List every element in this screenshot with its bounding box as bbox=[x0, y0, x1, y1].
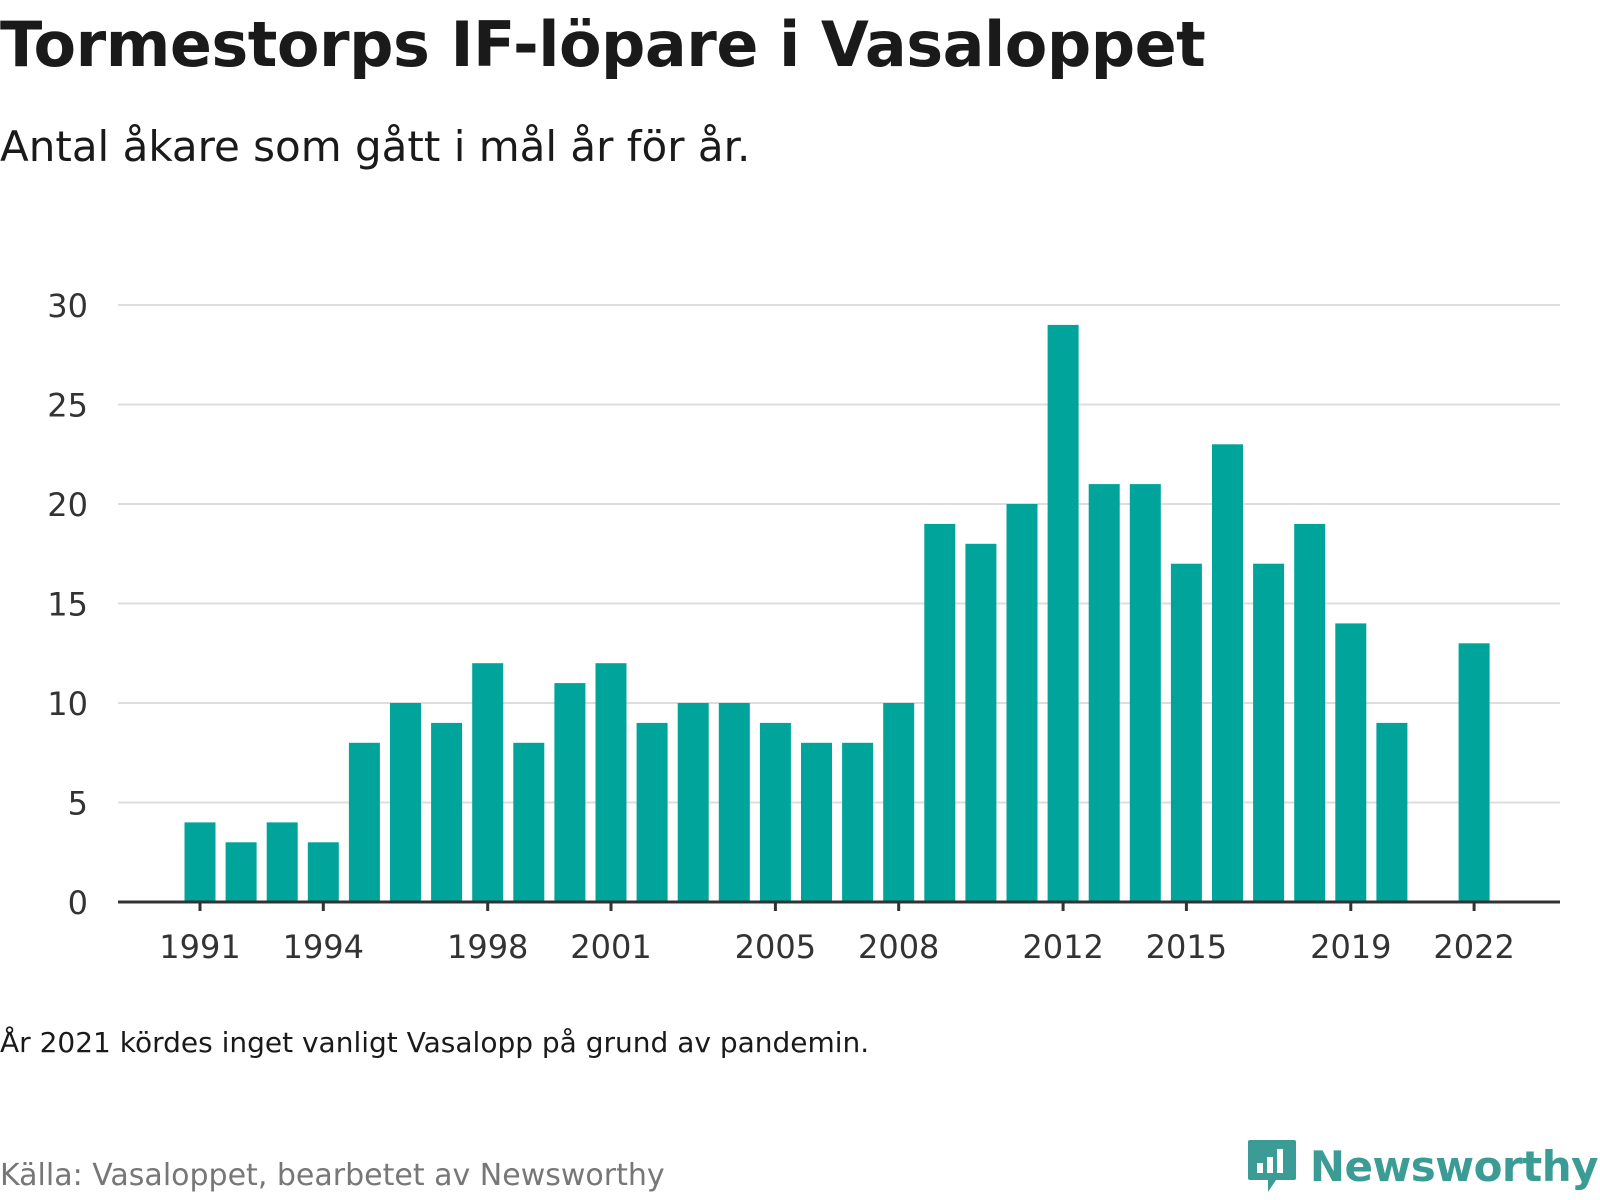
newsworthy-logo: Newsworthy bbox=[1246, 1138, 1599, 1194]
bar bbox=[718, 703, 750, 902]
x-tick-label: 2012 bbox=[1022, 928, 1103, 966]
bar bbox=[1212, 444, 1243, 902]
bar bbox=[636, 722, 668, 902]
y-tick-label: 0 bbox=[68, 884, 88, 922]
source-credit: Källa: Vasaloppet, bearbetet av Newswort… bbox=[0, 1158, 665, 1193]
bar bbox=[1294, 523, 1326, 902]
x-tick-label: 2019 bbox=[1310, 928, 1391, 966]
bar bbox=[472, 663, 504, 902]
bar bbox=[1170, 563, 1202, 902]
y-tick-label: 5 bbox=[68, 785, 88, 823]
bar bbox=[883, 703, 915, 902]
bar bbox=[1088, 484, 1120, 902]
bar bbox=[307, 842, 339, 902]
bar bbox=[1458, 643, 1490, 902]
x-tick-label: 1991 bbox=[159, 928, 240, 966]
bar bbox=[554, 683, 586, 902]
bar bbox=[1047, 324, 1079, 902]
bar bbox=[1376, 722, 1408, 902]
bar bbox=[431, 722, 463, 902]
y-tick-label: 15 bbox=[47, 586, 88, 624]
y-tick-label: 10 bbox=[47, 685, 88, 723]
x-tick-label: 1998 bbox=[447, 928, 528, 966]
bar bbox=[225, 842, 257, 902]
bar bbox=[759, 722, 791, 902]
bar bbox=[924, 523, 956, 902]
footnote: År 2021 kördes inget vanligt Vasalopp på… bbox=[0, 1026, 870, 1059]
y-tick-label: 30 bbox=[47, 287, 88, 325]
x-tick-label: 2022 bbox=[1433, 928, 1514, 966]
bar bbox=[842, 742, 874, 902]
bar bbox=[184, 822, 216, 902]
bar bbox=[266, 822, 298, 902]
x-tick-label: 2015 bbox=[1146, 928, 1227, 966]
bar-chart: 0 5 10 15 20 25 30 1991 1994 1998 2001 2005 2008 2012… bbox=[47, 287, 1560, 966]
chart-speech-bubble-icon bbox=[1247, 1140, 1296, 1192]
brand-name: Newsworthy bbox=[1309, 1141, 1599, 1191]
x-tick-label: 2001 bbox=[570, 928, 651, 966]
y-tick-label: 20 bbox=[47, 486, 88, 524]
chart-title: Tormestorps IF-löpare i Vasaloppet bbox=[0, 8, 1206, 81]
bar bbox=[1335, 623, 1367, 902]
x-tick-label: 2005 bbox=[735, 928, 816, 966]
bar bbox=[595, 663, 627, 902]
bar bbox=[1129, 484, 1161, 902]
bar bbox=[1006, 504, 1038, 902]
bar bbox=[390, 703, 421, 902]
bar bbox=[965, 543, 997, 902]
y-tick-label: 25 bbox=[47, 387, 88, 425]
chart-subtitle: Antal åkare som gått i mål år för år. bbox=[0, 122, 751, 171]
bar bbox=[801, 742, 832, 902]
x-tick-label: 1994 bbox=[283, 928, 364, 966]
bar bbox=[513, 742, 545, 902]
bar bbox=[348, 742, 380, 902]
bar bbox=[677, 703, 709, 902]
bar bbox=[1253, 563, 1285, 902]
x-tick-label: 2008 bbox=[858, 928, 939, 966]
